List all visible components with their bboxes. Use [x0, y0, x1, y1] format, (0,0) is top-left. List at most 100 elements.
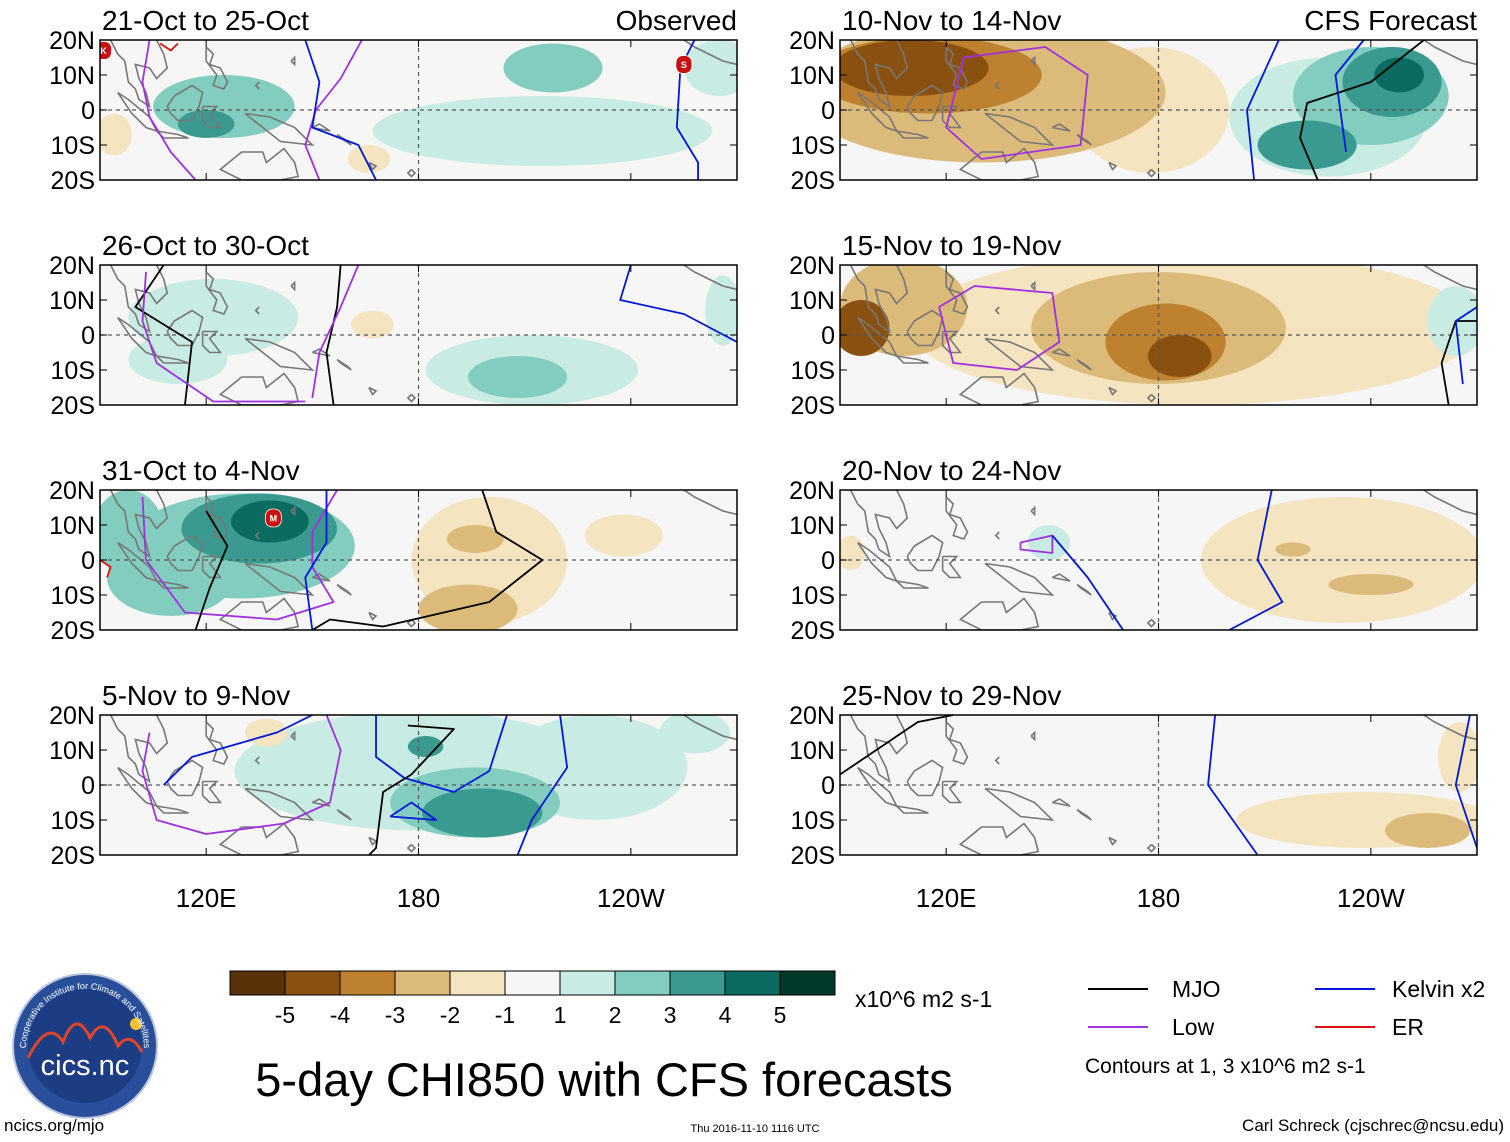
coastline	[406, 618, 417, 628]
map-area	[100, 265, 737, 405]
lat-label: 10N	[789, 737, 835, 765]
coastline	[1051, 798, 1071, 807]
coastline	[1076, 133, 1092, 146]
colorbar-tick-label: 3	[664, 1002, 677, 1028]
coastline	[849, 40, 909, 109]
colorbar-swatch	[284, 970, 341, 996]
coastline	[244, 562, 315, 597]
coastline	[849, 715, 909, 784]
coastline	[406, 168, 417, 178]
contour-kelvin	[163, 715, 313, 786]
map-panel-5: 10-Nov to 14-Nov CFS Forecast 20N 10N 0 10S 20…	[789, 5, 1478, 195]
colorbar-tick-label: -3	[385, 1002, 405, 1028]
contour-kelvin	[516, 715, 569, 855]
contour-kelvin	[375, 715, 508, 793]
legend-label-mjo: MJO	[1172, 976, 1221, 1002]
coastline	[945, 721, 969, 765]
lat-label: 0	[821, 322, 835, 350]
contours-note: Contours at 1, 3 x10^6 m2 s-1	[1085, 1055, 1366, 1078]
panel-title: 26-Oct to 30-Oct	[102, 230, 309, 261]
coastline	[906, 84, 944, 122]
coastline	[1423, 490, 1477, 516]
coastline	[1423, 265, 1477, 291]
anomaly-region	[1027, 525, 1071, 560]
anomaly-region	[1257, 120, 1357, 170]
panel-title: 25-Nov to 29-Nov	[842, 680, 1061, 711]
contour-mjo	[194, 510, 229, 630]
legend-label-er: ER	[1392, 1014, 1424, 1040]
panel-tag: Observed	[616, 5, 737, 36]
colorbar-swatch	[339, 970, 396, 996]
colorbar: -5 -4 -3 -2 -1 1 2 3 4 5 x10^6 m2 s-1	[229, 970, 992, 1028]
contour-low	[141, 715, 342, 835]
coastline	[166, 534, 204, 572]
panel-title: 21-Oct to 25-Oct	[102, 5, 309, 36]
coastline	[906, 759, 944, 797]
coastline	[368, 386, 378, 396]
contour-kelvin	[1334, 40, 1365, 153]
coastline	[218, 597, 300, 630]
coastline	[941, 105, 962, 129]
anomaly-region	[840, 40, 989, 96]
anomaly-region	[372, 96, 713, 166]
coastline	[244, 787, 315, 822]
anomaly-region	[683, 40, 737, 96]
anomaly-region	[468, 356, 568, 398]
contour-kelvin	[619, 265, 737, 343]
coastline	[1030, 730, 1036, 742]
contour-low	[945, 46, 1089, 160]
coastline	[336, 358, 352, 371]
lat-label: 0	[821, 97, 835, 125]
lat-label: 20N	[49, 477, 95, 505]
contour-mjo	[134, 265, 193, 405]
contour-kelvin	[1051, 534, 1124, 630]
lat-label: 10N	[49, 512, 95, 540]
coastline	[1051, 348, 1071, 357]
coastline	[311, 573, 331, 582]
coastline	[201, 780, 222, 804]
coastline	[1030, 505, 1036, 517]
coastline	[205, 721, 229, 765]
storm-label: M	[270, 514, 278, 524]
colorbar-swatch	[614, 970, 671, 996]
coastline	[1146, 618, 1157, 628]
lat-label: 20S	[791, 167, 835, 195]
storm-marker: S	[675, 55, 693, 74]
coastline	[205, 271, 229, 315]
coastline	[945, 496, 969, 540]
coastline	[958, 372, 1040, 405]
coastline	[290, 55, 296, 67]
coastline	[941, 555, 962, 579]
anomaly-region	[446, 525, 504, 553]
coastline	[984, 787, 1055, 822]
anomaly-region	[1384, 813, 1470, 848]
lat-label: 20S	[51, 167, 95, 195]
lat-label: 20N	[789, 477, 835, 505]
footer-timestamp: Thu 2016-11-10 1116 UTC	[690, 1123, 819, 1135]
colorbar-tick-label: 2	[609, 1002, 622, 1028]
coastline	[1076, 583, 1092, 596]
map-area	[840, 715, 1477, 855]
coastline	[368, 161, 378, 171]
contour-low	[1019, 534, 1054, 554]
units-label: x10^6 m2 s-1	[855, 986, 992, 1012]
colorbar-swatch	[394, 970, 451, 996]
colorbar-tick-label: 1	[554, 1002, 567, 1028]
colorbar-tick-label: -4	[330, 1002, 351, 1028]
lat-label: 20S	[791, 617, 835, 645]
colorbar-swatch	[559, 970, 616, 996]
coastline	[994, 81, 1000, 90]
coastline	[958, 822, 1040, 855]
coastline	[109, 715, 169, 784]
anomaly-region	[705, 275, 737, 346]
colorbar-swatch	[669, 970, 726, 996]
anomaly-region	[347, 145, 391, 173]
storm-label: S	[681, 60, 687, 70]
cics-logo: Cooperative Institute for Climate and Sa…	[12, 973, 158, 1119]
map-area	[840, 40, 1477, 180]
coastline	[1076, 808, 1092, 821]
lat-label: 0	[81, 322, 95, 350]
